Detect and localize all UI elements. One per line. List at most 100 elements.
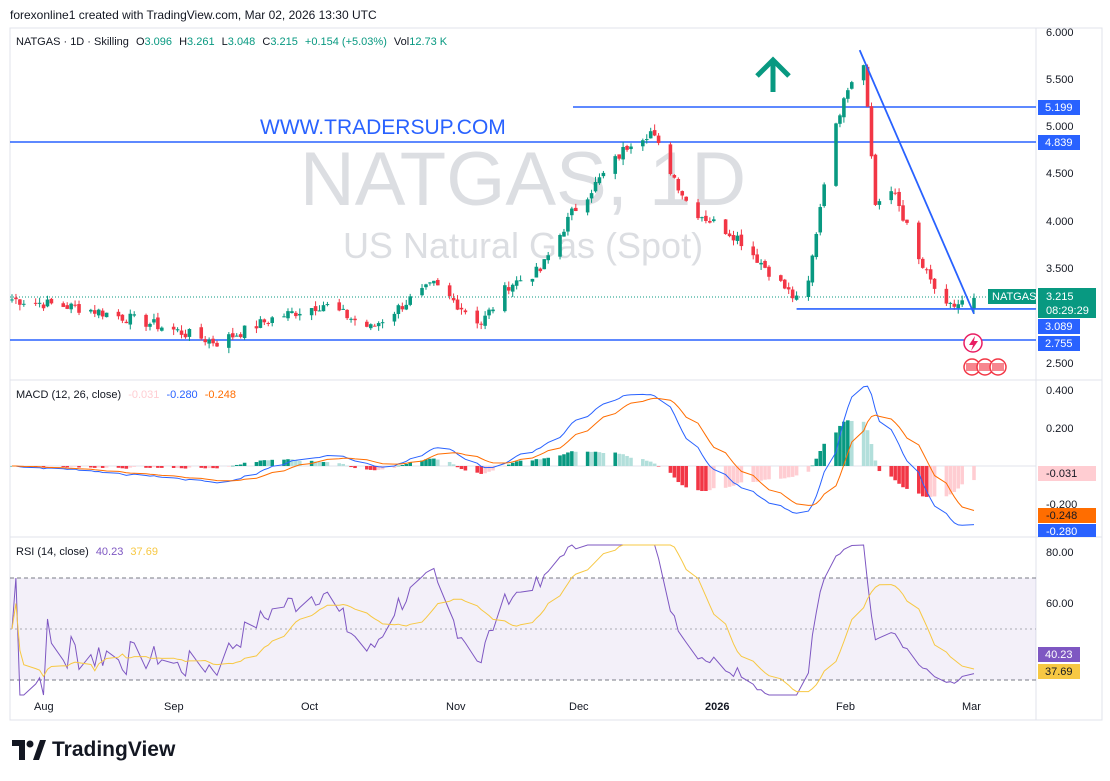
macd-histogram-bar bbox=[948, 466, 953, 495]
candle-body bbox=[905, 219, 909, 223]
tradingview-logo[interactable]: TradingView bbox=[12, 738, 175, 762]
tradingview-logo-icon bbox=[12, 740, 46, 760]
macd-histogram-bar bbox=[972, 466, 976, 481]
candle-body bbox=[282, 316, 286, 318]
macd-histogram-bar bbox=[353, 466, 357, 469]
macd-histogram-bar bbox=[238, 464, 243, 466]
high-value: 3.261 bbox=[187, 36, 215, 48]
macd-histogram-bar bbox=[266, 460, 271, 466]
macd-legend-signal: -0.248 bbox=[204, 389, 236, 401]
macd-histogram-bar bbox=[428, 458, 432, 466]
macd-histogram-bar bbox=[542, 458, 547, 466]
macd-histogram-bar bbox=[723, 466, 728, 488]
time-tick: Oct bbox=[301, 701, 318, 713]
time-tick: Dec bbox=[569, 701, 589, 713]
candle-body bbox=[629, 146, 633, 150]
macd-histogram-bar bbox=[613, 452, 618, 466]
candle-body bbox=[538, 268, 543, 272]
symbol-legend[interactable]: NATGAS · 1D · Skilling O3.096 H3.261 L3.… bbox=[16, 36, 451, 48]
candle-body bbox=[700, 217, 704, 219]
macd-histogram-bar bbox=[171, 466, 176, 468]
macd-legend-hist: -0.031 bbox=[128, 389, 160, 401]
macd-histogram-bar bbox=[270, 459, 274, 466]
macd-histogram-bar bbox=[680, 466, 685, 486]
level-label-bg bbox=[1038, 135, 1080, 150]
candle-body bbox=[199, 327, 204, 339]
candle-body bbox=[755, 254, 759, 263]
rsi-tick: 60.00 bbox=[1046, 598, 1074, 610]
macd-histogram-bar bbox=[822, 443, 826, 466]
current-price-text: 3.215 bbox=[1046, 291, 1074, 303]
candle-body bbox=[648, 131, 653, 139]
rsi-legend[interactable]: RSI (14, close) 40.23 37.69 bbox=[16, 546, 162, 558]
macd-histogram-bar bbox=[684, 466, 688, 488]
candle-body bbox=[889, 191, 893, 201]
website-annotation[interactable]: WWW.TRADERSUP.COM bbox=[260, 116, 506, 139]
macd-histogram-bar bbox=[100, 466, 105, 468]
candle-body bbox=[313, 306, 318, 312]
candle-body bbox=[309, 308, 314, 316]
macd-histogram-bar bbox=[763, 466, 767, 480]
macd-histogram-bar bbox=[455, 466, 460, 468]
candle-body bbox=[727, 233, 732, 237]
macd-histogram-bar bbox=[420, 460, 424, 466]
rsi-line bbox=[11, 544, 975, 696]
candle-body bbox=[759, 262, 763, 265]
candle-body bbox=[238, 334, 243, 338]
macd-histogram-bar bbox=[960, 466, 964, 485]
candle-body bbox=[179, 330, 184, 335]
countdown-text: 08:29:29 bbox=[1046, 305, 1089, 317]
rsi-value: 40.23 bbox=[1045, 649, 1073, 661]
candle-body bbox=[723, 219, 728, 235]
candle-body bbox=[491, 309, 495, 312]
candle-body bbox=[321, 305, 326, 312]
macd-tick: 0.200 bbox=[1046, 423, 1074, 435]
candle-body bbox=[156, 317, 160, 330]
candle-body bbox=[779, 275, 783, 281]
candle-body bbox=[814, 233, 819, 258]
candle-body bbox=[41, 304, 46, 309]
price-tick: 5.500 bbox=[1046, 74, 1074, 86]
macd-histogram-bar bbox=[869, 444, 874, 466]
candle-body bbox=[621, 146, 625, 160]
candle-body bbox=[751, 246, 755, 256]
candle-body bbox=[865, 66, 870, 107]
candle-body bbox=[447, 285, 452, 297]
macd-histogram-bar bbox=[341, 463, 345, 466]
us-flag-icon[interactable] bbox=[963, 358, 1007, 376]
macd-histogram-bar bbox=[400, 464, 405, 466]
candle-body bbox=[160, 327, 164, 331]
candle-body bbox=[73, 304, 77, 306]
rsi-legend-value: 40.23 bbox=[95, 546, 124, 558]
macd-histogram-bar bbox=[199, 466, 204, 468]
macd-histogram-bar bbox=[597, 452, 602, 466]
macd-histogram-bar bbox=[842, 421, 846, 466]
candle-body bbox=[877, 201, 882, 205]
macd-histogram-bar bbox=[290, 459, 294, 466]
volume-value: 12.73 K bbox=[409, 36, 448, 48]
candle-body bbox=[893, 192, 897, 194]
time-tick: Nov bbox=[446, 701, 466, 713]
price-axis: 6.000 5.500 5.000 4.500 4.000 3.500 2.50… bbox=[1046, 27, 1074, 370]
rsi-axis: 80.00 60.00 bbox=[1046, 547, 1074, 610]
macd-histogram-bar bbox=[562, 454, 566, 466]
macd-histogram-bar bbox=[834, 432, 838, 466]
candle-body bbox=[680, 191, 685, 196]
macd-value-labels: -0.031 -0.248 -0.280 bbox=[1038, 466, 1096, 538]
macd-histogram-bar bbox=[187, 466, 192, 468]
macd-histogram-bar bbox=[483, 466, 487, 474]
macd-histogram-bar bbox=[727, 466, 732, 487]
lightning-icon[interactable] bbox=[963, 333, 983, 353]
downtrend-line[interactable] bbox=[858, 49, 975, 315]
up-arrow-icon bbox=[755, 56, 791, 92]
candle-body bbox=[704, 215, 708, 221]
macd-axis: 0.400 0.200 -0.200 bbox=[1046, 385, 1077, 511]
candle-body bbox=[451, 297, 456, 301]
candle-body bbox=[873, 154, 878, 205]
price-tick: 5.000 bbox=[1046, 121, 1074, 133]
macd-legend[interactable]: MACD (12, 26, close) -0.031 -0.280 -0.24… bbox=[16, 389, 240, 401]
candle-body bbox=[104, 312, 109, 318]
candle-body bbox=[365, 321, 369, 327]
candle-body bbox=[396, 305, 401, 315]
